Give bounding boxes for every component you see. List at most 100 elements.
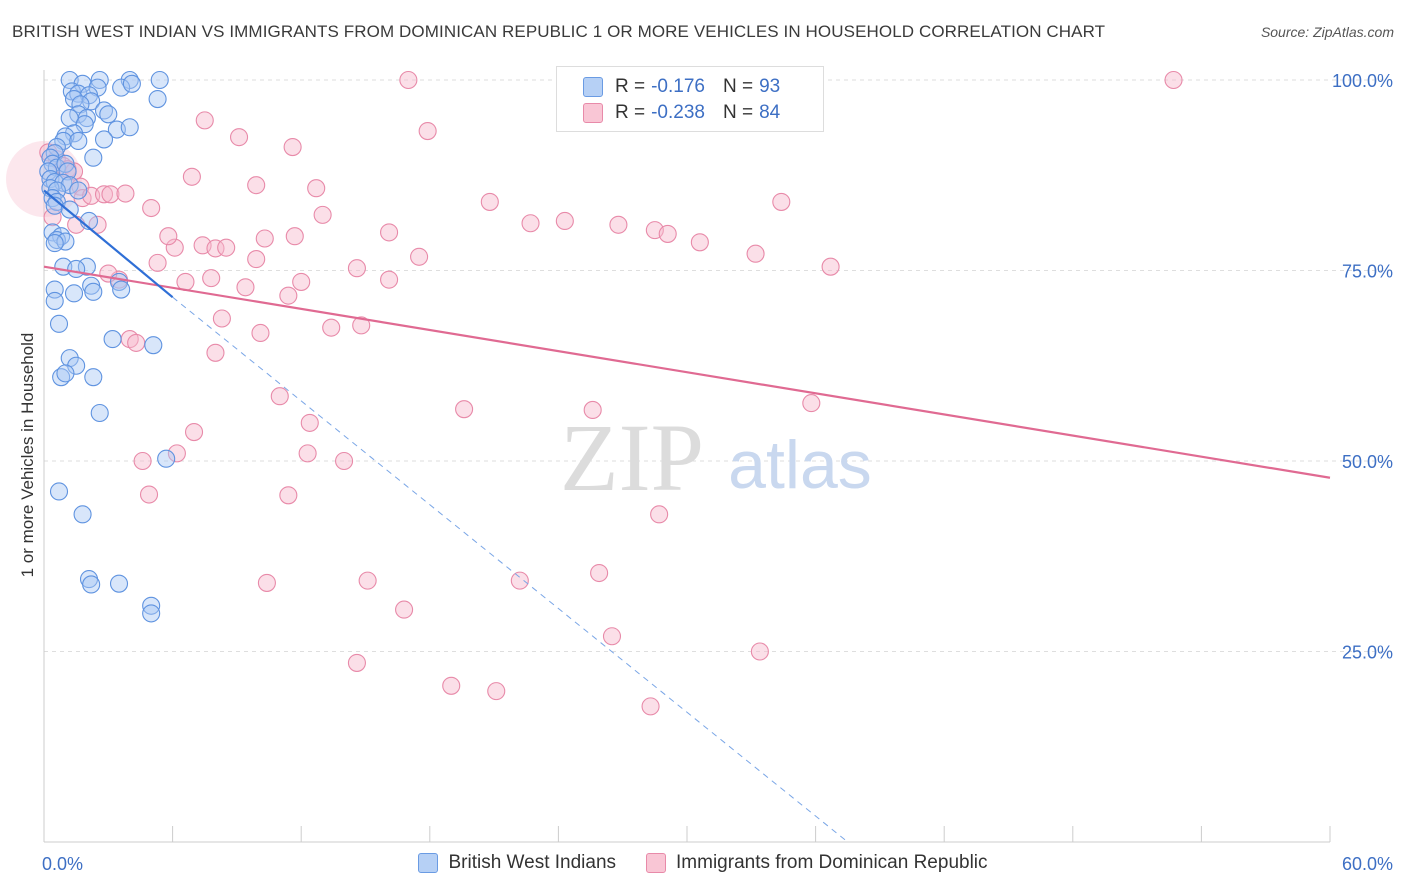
data-point-dominican [487, 682, 506, 701]
series-legend-item-bwi[interactable]: British West Indians [418, 852, 616, 874]
data-point-dominican [116, 184, 135, 203]
data-point-bwi [84, 148, 103, 167]
data-point-dominican [202, 269, 221, 288]
data-point-dominican [750, 642, 769, 661]
data-point-dominican [380, 270, 399, 289]
data-point-bwi [60, 109, 79, 128]
legend-n-value: 93 [759, 76, 781, 97]
data-point-dominican [206, 343, 225, 362]
data-point-bwi [56, 364, 75, 383]
data-point-dominican [455, 400, 474, 419]
series-bwi-points [39, 70, 176, 623]
watermark: ZIP atlas [560, 404, 872, 511]
data-point-dominican [307, 179, 326, 198]
trend-line-bwi [43, 189, 174, 299]
data-point-dominican [298, 444, 317, 463]
data-point-bwi [49, 482, 69, 501]
data-point-dominican [251, 323, 270, 343]
y-tick-label: 100.0% [1332, 71, 1393, 91]
data-point-dominican [127, 333, 146, 352]
data-point-bwi [58, 162, 77, 181]
data-point-bwi [84, 368, 103, 387]
correlation-legend: R = -0.176 N = 93 R = -0.238 N = 84 [556, 66, 824, 132]
data-point-dominican [167, 444, 186, 463]
data-point-dominican [229, 128, 249, 147]
data-point-bwi [112, 78, 131, 97]
data-point-dominican [335, 451, 354, 471]
data-point-bwi [69, 181, 88, 200]
data-point-bwi [150, 70, 169, 90]
data-point-bwi [67, 356, 86, 375]
data-point-dominican [247, 176, 266, 195]
axes [43, 70, 1331, 843]
data-point-bwi [69, 131, 88, 151]
data-point-bwi [142, 596, 161, 615]
data-point-dominican [255, 229, 274, 248]
grid-lines [44, 79, 1392, 652]
data-point-bwi [69, 105, 88, 124]
data-point-dominican [270, 387, 289, 406]
tick-labels: 100.0% 75.0% 50.0% 25.0% 0.0% 60.0% [42, 71, 1393, 874]
data-point-dominican [418, 122, 437, 141]
data-point-dominican [347, 259, 366, 278]
data-point-dominican [358, 571, 377, 590]
data-point-dominican [480, 192, 499, 211]
legend-swatch-pink [583, 103, 603, 123]
data-point-dominican [650, 505, 669, 524]
legend-r-label: R = [615, 102, 646, 123]
data-point-bwi [90, 70, 109, 90]
data-point-dominican [165, 238, 184, 257]
source-credit: Source: ZipAtlas.com [1260, 24, 1394, 40]
data-point-bwi [144, 336, 163, 355]
y-tick-label: 50.0% [1342, 452, 1393, 472]
data-point-bwi [60, 200, 79, 219]
data-point-dominican [555, 211, 574, 231]
data-point-bwi [142, 604, 161, 623]
trend-lines [43, 189, 1331, 843]
legend-r-label: R = [615, 76, 646, 97]
data-point-dominican [1164, 70, 1183, 90]
data-point-dominican [212, 309, 231, 328]
data-point-bwi [64, 284, 84, 303]
data-point-bwi [47, 158, 66, 177]
data-point-dominican [690, 233, 709, 252]
trend-line-bwi-extension [172, 296, 849, 843]
data-point-dominican [313, 205, 332, 224]
legend-row-dominican: R = -0.238 N = 84 [583, 101, 780, 125]
data-point-bwi [112, 280, 131, 299]
data-point-dominican [285, 227, 304, 246]
trend-line-dominican [43, 265, 1331, 479]
data-point-dominican [772, 192, 791, 211]
data-point-dominican [746, 244, 765, 263]
data-point-bwi [45, 291, 64, 311]
data-point-dominican [257, 573, 276, 592]
data-point-dominican [380, 223, 399, 242]
data-point-dominican [159, 227, 178, 246]
data-point-bwi [49, 314, 69, 333]
legend-n-label: N = [722, 102, 754, 123]
series-legend-label: Immigrants from Dominican Republic [676, 852, 988, 873]
legend-r-value: -0.176 [651, 76, 705, 97]
series-legend-item-dominican[interactable]: Immigrants from Dominican Republic [646, 852, 988, 874]
data-point-dominican [658, 224, 677, 243]
data-point-dominican [352, 316, 371, 335]
data-point-dominican [399, 70, 418, 90]
data-point-bwi [109, 574, 129, 593]
data-point-dominican [583, 400, 602, 419]
watermark-zip: ZIP [560, 404, 704, 511]
data-point-dominican [641, 697, 660, 716]
data-point-bwi [94, 130, 114, 149]
data-point-dominican [510, 571, 529, 590]
data-point-dominican [521, 214, 540, 233]
data-point-dominican [442, 676, 461, 695]
data-point-dominican [184, 422, 204, 442]
data-point-dominican [602, 627, 622, 646]
series-legend: British West Indians Immigrants from Dom… [0, 852, 1406, 874]
data-point-bwi [82, 92, 101, 111]
watermark-atlas: atlas [728, 427, 872, 503]
data-point-bwi [67, 259, 86, 279]
data-point-dominican [395, 600, 414, 619]
y-tick-label: 25.0% [1342, 643, 1393, 663]
data-point-bwi [90, 403, 109, 423]
